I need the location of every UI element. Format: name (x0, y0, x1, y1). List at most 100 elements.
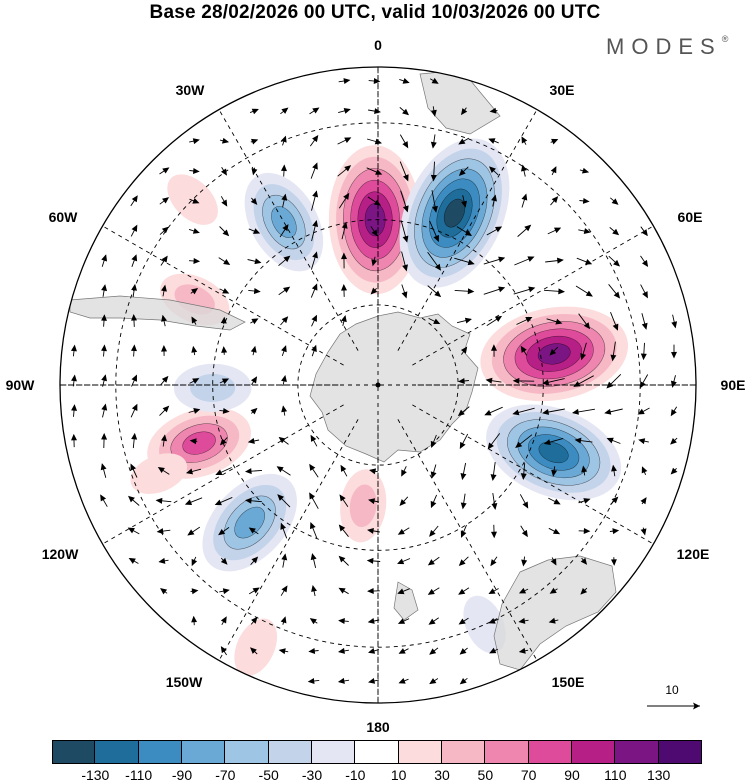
wind-arrow (337, 165, 352, 177)
wind-arrow (400, 190, 409, 213)
wind-arrow (429, 525, 439, 537)
wind-arrow (160, 255, 168, 266)
wind-arrow (161, 434, 168, 447)
wind-arrow (250, 556, 259, 566)
wind-arrow (454, 257, 475, 266)
wind-arrow (131, 432, 138, 449)
wind-arrow (156, 528, 171, 535)
wind-arrow (280, 135, 287, 146)
wind-arrow (489, 107, 498, 114)
wind-arrow (401, 251, 408, 272)
wind-arrow (220, 166, 227, 176)
wind-arrow (606, 373, 622, 389)
colorbar-segment-8 (398, 740, 442, 764)
anomaly-a4-contour-5 (538, 441, 569, 464)
wind-arrow (491, 344, 498, 357)
wind-arrow (187, 526, 201, 536)
wind-arrow (491, 194, 497, 207)
south-america-landmass (69, 295, 246, 331)
wind-arrow (399, 496, 409, 507)
wind-arrow (338, 618, 349, 625)
wind-arrow (338, 192, 350, 209)
colorbar-tick-label: 90 (564, 767, 580, 783)
wind-arrow (580, 557, 588, 565)
wind-arrow (489, 647, 499, 654)
wind-arrow (458, 166, 469, 176)
wind-arrow (428, 317, 441, 325)
wind-arrow (366, 167, 383, 175)
wind-arrow (310, 522, 318, 540)
wind-arrow (247, 258, 262, 265)
wind-arrow (458, 556, 469, 566)
wind-arrow (189, 438, 198, 445)
wind-arrow (485, 377, 502, 384)
colorbar-segment-10 (485, 740, 529, 764)
wind-arrow (339, 494, 349, 508)
colorbar-segment-12 (572, 740, 616, 764)
wind-arrow (580, 587, 588, 595)
wind-arrow (338, 587, 349, 595)
wind-arrow (70, 344, 77, 357)
lon-label-30e: 30E (549, 82, 575, 98)
wind-arrow (368, 77, 381, 84)
wind-arrow (370, 287, 378, 295)
wind-arrow (460, 493, 467, 510)
wind-arrow (338, 107, 351, 114)
antarctica-landmass (309, 311, 479, 463)
wind-arrow (368, 647, 380, 654)
wind-arrow (159, 405, 170, 416)
colorbar-segment-5 (268, 740, 312, 764)
colorbar-tick-label: 130 (646, 767, 671, 783)
wind-arrow (550, 196, 559, 206)
wind-arrow (399, 107, 410, 116)
wind-arrow (639, 374, 649, 389)
wind-arrow (248, 527, 259, 535)
wind-arrow (488, 617, 499, 624)
wind-arrow (518, 647, 529, 654)
wind-arrow (280, 164, 287, 177)
wind-arrow (609, 528, 620, 535)
brand-logo: MODES® (606, 34, 728, 60)
colorbar-tick-label: 50 (477, 767, 494, 783)
wind-arrow (307, 677, 320, 684)
wind-arrow (513, 286, 536, 295)
wind-arrow (430, 434, 437, 448)
wind-arrow (215, 467, 232, 475)
colorbar-tick-label: -30 (301, 767, 323, 783)
wind-arrow (429, 678, 439, 685)
wind-arrow (460, 107, 468, 116)
wind-arrow (610, 312, 619, 331)
wind-arrow (460, 462, 467, 481)
anomaly-a10 (244, 172, 324, 272)
wind-arrow (397, 588, 410, 595)
wind-arrow (399, 161, 409, 182)
wind-arrow (280, 316, 289, 326)
wind-arrow (429, 647, 439, 655)
wind-arrow (488, 138, 499, 144)
wind-arrow (281, 553, 288, 568)
map-boundary (59, 66, 697, 704)
wind-arrow (399, 77, 410, 84)
wind-arrow (340, 464, 348, 477)
wind-arrow (368, 678, 379, 684)
wind-arrow (338, 647, 349, 654)
meridian-30 (397, 109, 538, 351)
wind-arrow (670, 406, 678, 417)
wind-arrow (161, 314, 167, 327)
wind-arrow (397, 558, 411, 565)
wind-arrow (191, 556, 198, 567)
wind-arrow (400, 220, 409, 243)
lon-label-150e: 150E (551, 674, 585, 690)
wind-arrow (670, 467, 678, 475)
anomaly-field (130, 138, 629, 676)
wind-arrow (459, 647, 468, 655)
wind-arrow (101, 374, 107, 387)
wind-arrow (251, 167, 258, 176)
map-title: Base 28/02/2026 00 UTC, valid 10/03/2026… (149, 2, 601, 23)
wind-arrow (640, 497, 647, 505)
colorbar-segment-14 (658, 740, 702, 764)
colorbar-tick-label: -50 (258, 767, 279, 783)
map-disc (60, 67, 696, 703)
wind-arrow (456, 317, 472, 324)
wind-arrow (310, 162, 318, 179)
